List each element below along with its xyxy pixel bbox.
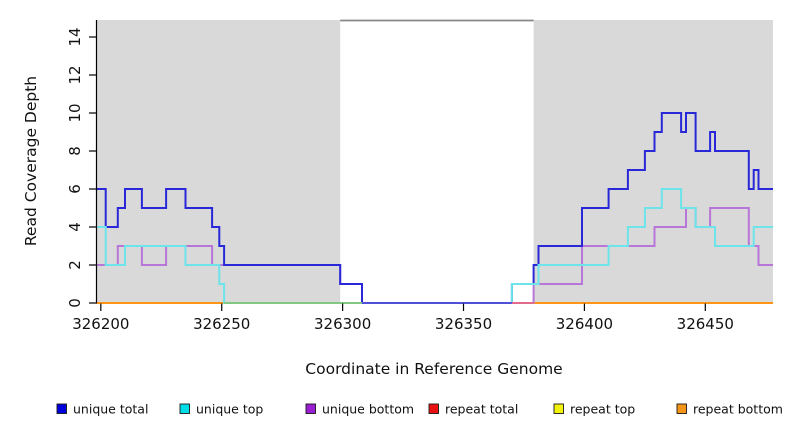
legend-item: unique bottom xyxy=(305,402,414,417)
legend-label: repeat bottom xyxy=(693,402,783,417)
y-axis: 0 2 4 6 8 10 12 14 xyxy=(66,20,98,308)
legend-swatch xyxy=(56,403,67,414)
legend-swatch xyxy=(179,403,190,414)
y-tick-label: 14 xyxy=(66,27,84,46)
y-tick-label: 8 xyxy=(66,146,84,156)
x-tick-label: 326300 xyxy=(314,315,371,333)
series-line-unique-total xyxy=(96,112,773,304)
y-tick-label: 10 xyxy=(66,103,84,122)
legend-label: repeat top xyxy=(570,402,635,417)
legend: unique total unique top unique bottom repea… xyxy=(56,402,783,417)
y-tick-label: 6 xyxy=(66,184,84,194)
legend-label: unique top xyxy=(196,402,263,417)
y-axis-title: Read Coverage Depth xyxy=(22,76,40,246)
shaded-region xyxy=(533,20,773,303)
y-tick-label: 4 xyxy=(66,222,84,232)
legend-swatch xyxy=(305,403,316,414)
legend-swatch xyxy=(553,403,564,414)
x-axis-title: Coordinate in Reference Genome xyxy=(305,360,562,378)
legend-item: unique total xyxy=(56,402,148,417)
x-tick-label: 326200 xyxy=(72,315,129,333)
x-tick-label: 326450 xyxy=(677,315,734,333)
legend-item: unique top xyxy=(179,402,263,417)
shaded-regions xyxy=(96,20,773,303)
legend-label: unique bottom xyxy=(322,402,414,417)
series-line-unique-bottom xyxy=(96,207,773,304)
legend-label: unique total xyxy=(73,402,148,417)
x-tick-label: 326400 xyxy=(556,315,613,333)
legend-swatch xyxy=(428,403,439,414)
series-line-unique-top xyxy=(96,188,773,304)
series-lines xyxy=(96,112,773,304)
y-tick-label: 0 xyxy=(66,298,84,308)
legend-swatch xyxy=(676,403,687,414)
x-tick-label: 326350 xyxy=(435,315,492,333)
y-tick-label: 12 xyxy=(66,65,84,84)
y-tick-label: 2 xyxy=(66,260,84,270)
shaded-region xyxy=(96,20,341,303)
legend-item: repeat top xyxy=(553,402,635,417)
legend-label: repeat total xyxy=(445,402,518,417)
x-axis: 326200 326250 326300 326350 326400 326450 xyxy=(72,303,734,333)
legend-item: repeat bottom xyxy=(676,402,783,417)
x-tick-label: 326250 xyxy=(193,315,250,333)
legend-item: repeat total xyxy=(428,402,518,417)
